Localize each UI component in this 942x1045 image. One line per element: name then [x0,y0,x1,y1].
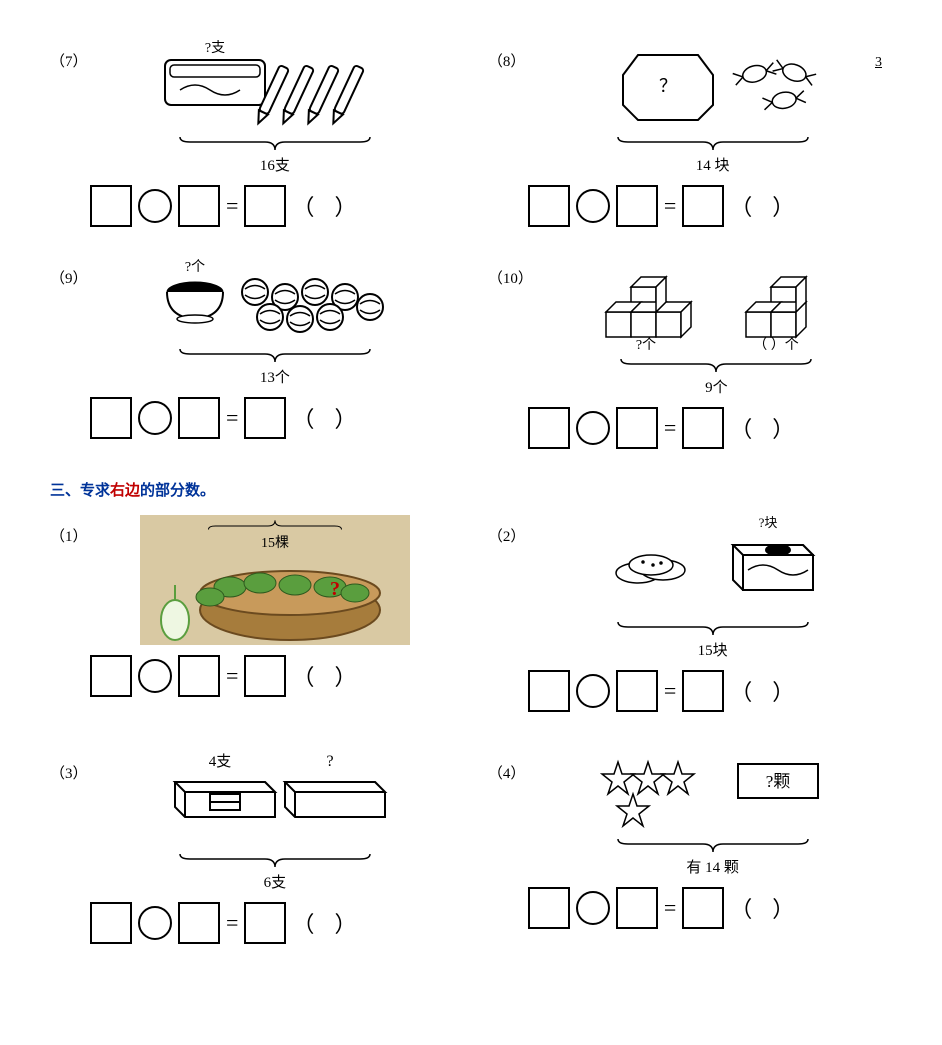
section-3-title: 三、专求右边的部分数。 [50,479,892,500]
answer-box[interactable] [178,397,220,439]
operator-circle[interactable] [576,674,610,708]
problem-b1-label: （1） [50,515,88,546]
svg-text:4支: 4支 [209,753,232,770]
equation-b2: = （） [528,670,892,712]
operator-circle[interactable] [576,891,610,925]
svg-text:?: ? [326,753,333,770]
unit-paren: ） [334,190,356,222]
svg-text:?个: ?个 [185,259,205,275]
total-b2: 15块 [533,639,892,660]
equation-9: = （） [90,397,454,439]
operator-circle[interactable] [138,906,172,940]
equation-8: = （） [528,185,892,227]
svg-text:?支: ?支 [205,40,225,56]
answer-box[interactable] [178,185,220,227]
answer-box[interactable] [244,655,286,697]
total-10: 9个 [541,376,892,397]
svg-text:？: ？ [659,76,677,96]
biscuits-illustration: ?块 [593,515,833,615]
answer-box[interactable] [616,185,658,227]
problem-7-label: （7） [50,40,88,71]
problem-b2-label: （2） [488,515,526,546]
two-boxes-illustration: 4支 ? [155,752,395,847]
answer-box[interactable] [616,407,658,449]
problem-b1: （1） 15棵 ? [50,515,454,712]
basket-illustration: 15棵 ? [140,515,410,645]
problem-7: （7） ?支 16支 [50,40,454,227]
answer-box[interactable] [90,397,132,439]
total-b4: 有 14 颗 [533,856,892,877]
svg-text:?个: ?个 [636,337,656,352]
answer-box[interactable] [244,397,286,439]
stars-box-illustration: ?颗 [588,752,838,832]
answer-box[interactable] [616,887,658,929]
row-9-10: （9） ?个 [50,257,892,449]
svg-text:?块: ?块 [758,515,777,530]
row-7-8: （7） ?支 16支 [50,40,892,227]
answer-box[interactable] [682,887,724,929]
unit-paren: （ [292,190,314,222]
equation-b3: = （） [90,902,454,944]
answer-box[interactable] [178,655,220,697]
problem-b3: （3） 4支 ? [50,752,454,944]
cubes-illustration: ?个 （ ）个 [591,257,841,352]
problem-8: （8） ？ 14 块 [488,40,892,227]
problem-b4: （4） ?颗 有 14 颗 [488,752,892,944]
problem-b2: （2） ?块 [488,515,892,712]
equals-sign: = [226,193,238,219]
total-9: 13个 [96,366,455,387]
operator-circle[interactable] [576,411,610,445]
page-number: 3 [875,55,882,71]
candy-box-illustration: ？ [588,40,838,130]
problem-b4-label: （4） [488,752,526,783]
answer-box[interactable] [682,407,724,449]
problem-8-label: （8） [488,40,526,71]
answer-box[interactable] [90,655,132,697]
svg-text:?颗: ?颗 [765,772,790,791]
answer-box[interactable] [90,185,132,227]
row-b1-b2: （1） 15棵 ? [50,515,892,712]
problem-9-label: （9） [50,257,88,288]
total-8: 14 块 [533,154,892,175]
problem-10-label: （10） [488,257,533,288]
answer-box[interactable] [682,670,724,712]
operator-circle[interactable] [138,659,172,693]
problem-9: （9） ?个 [50,257,454,449]
total-b3: 6支 [96,871,455,892]
svg-text:?: ? [330,578,340,600]
answer-box[interactable] [90,902,132,944]
pencil-case-illustration: ?支 [145,40,405,130]
problem-10: （10） [488,257,892,449]
row-b3-b4: （3） 4支 ? [50,752,892,944]
answer-box[interactable] [616,670,658,712]
svg-text:（ ）个: （ ）个 [754,337,800,352]
operator-circle[interactable] [138,189,172,223]
operator-circle[interactable] [576,189,610,223]
bowl-balls-illustration: ?个 [145,257,405,342]
problem-b3-label: （3） [50,752,88,783]
answer-box[interactable] [528,887,570,929]
total-7: 16支 [96,154,455,175]
operator-circle[interactable] [138,401,172,435]
answer-box[interactable] [528,185,570,227]
answer-box[interactable] [528,407,570,449]
svg-text:15棵: 15棵 [261,535,289,551]
equation-b1: = （） [90,655,454,697]
equation-10: = （） [528,407,892,449]
equation-b4: = （） [528,887,892,929]
answer-box[interactable] [178,902,220,944]
answer-box[interactable] [682,185,724,227]
answer-box[interactable] [244,185,286,227]
answer-box[interactable] [244,902,286,944]
answer-box[interactable] [528,670,570,712]
equation-7: = （ ） [90,185,454,227]
